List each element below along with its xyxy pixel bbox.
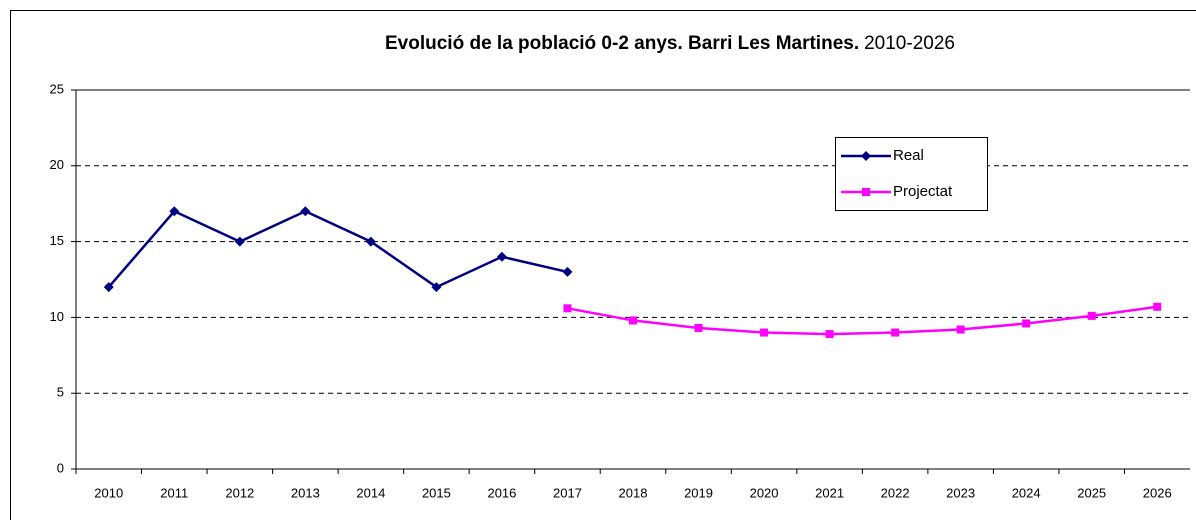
- x-tick-label: 2015: [422, 485, 451, 500]
- x-tick-label: 2026: [1143, 485, 1172, 500]
- chart-subtitle: 2010-2026: [864, 33, 955, 54]
- x-tick-label: 2023: [946, 485, 975, 500]
- legend-marker: [861, 151, 871, 161]
- marker: [825, 330, 834, 339]
- marker: [760, 328, 769, 337]
- x-tick-label: 2010: [94, 485, 123, 500]
- series-line: [107, 209, 568, 289]
- marker: [234, 236, 245, 247]
- x-tick-label: 2017: [553, 485, 582, 500]
- marker: [956, 325, 965, 334]
- marker: [169, 206, 180, 217]
- y-tick-label: 0: [57, 460, 64, 475]
- legend-label: Real: [893, 147, 924, 164]
- marker: [1022, 319, 1031, 328]
- legend: Real Projectat: [835, 137, 988, 211]
- marker: [365, 236, 376, 247]
- y-tick-label: 25: [50, 81, 64, 96]
- legend-label: Projectat: [893, 183, 953, 200]
- chart-title: Evolució de la població 0-2 anys. Barri …: [385, 33, 859, 54]
- marker: [891, 328, 900, 337]
- x-tick-label: 2016: [487, 485, 516, 500]
- x-tick-label: 2022: [881, 485, 910, 500]
- legend-marker: [862, 188, 870, 196]
- x-tick-label: 2020: [750, 485, 779, 500]
- x-tick-label: 2012: [225, 485, 254, 500]
- y-tick-label: 20: [50, 157, 64, 172]
- marker: [694, 324, 703, 333]
- series-line: [567, 305, 1158, 336]
- x-tick-label: 2019: [684, 485, 713, 500]
- y-tick-label: 5: [57, 385, 64, 400]
- marker: [629, 316, 637, 325]
- x-tick-label: 2024: [1012, 485, 1041, 500]
- y-tick-label: 15: [50, 233, 64, 248]
- x-tick-label: 2011: [160, 485, 188, 500]
- marker: [563, 304, 572, 313]
- chart-title-group: Evolució de la població 0-2 anys. Barri …: [385, 33, 955, 54]
- x-tick-label: 2021: [815, 485, 844, 500]
- marker: [1153, 302, 1162, 311]
- x-tick-label: 2014: [356, 485, 385, 500]
- marker: [431, 282, 442, 293]
- marker: [496, 251, 507, 262]
- marker: [1087, 311, 1096, 320]
- marker: [300, 206, 311, 217]
- chart-frame: [10, 10, 1196, 520]
- x-tick-label: 2025: [1077, 485, 1106, 500]
- x-tick-label: 2013: [291, 485, 320, 500]
- x-tick-label: 2018: [619, 485, 648, 500]
- legend-box: [835, 137, 988, 211]
- marker: [562, 266, 573, 277]
- marker: [103, 282, 114, 293]
- y-tick-label: 10: [50, 309, 64, 324]
